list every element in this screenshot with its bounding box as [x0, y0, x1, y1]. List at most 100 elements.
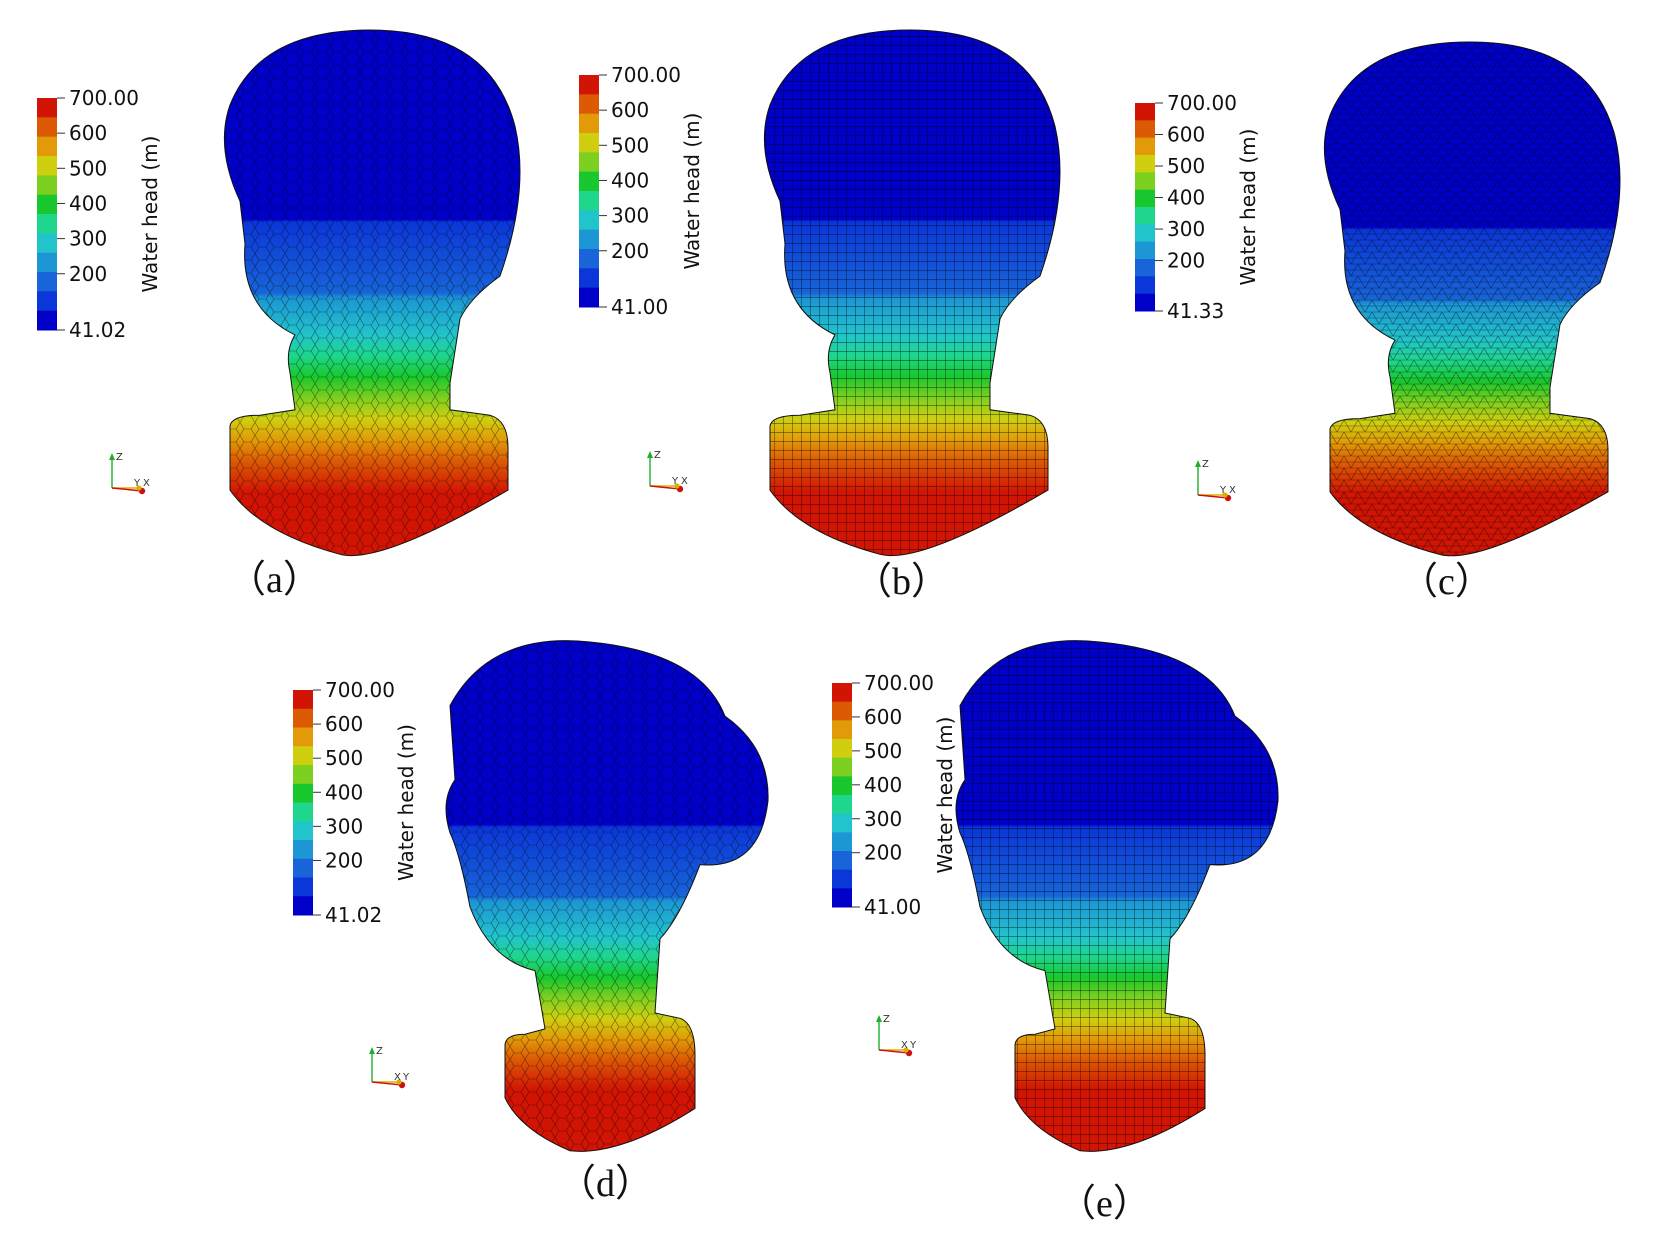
axis-label-z: Z: [1202, 459, 1209, 470]
colorbar-band: [37, 291, 57, 312]
colorbar-tick-label: 400: [611, 168, 649, 192]
colorbar-band: [293, 802, 313, 822]
colorbar-tick-label: 400: [325, 780, 363, 804]
colorbar-b: 700.00 600 500 400 300 200 41.00 Water head (m): [579, 63, 704, 319]
colorbar-band: [1135, 293, 1155, 312]
colorbar-band: [293, 708, 313, 728]
colorbar-band: [293, 783, 313, 803]
colorbar-band: [579, 229, 599, 250]
panel-label-a: （a）: [228, 559, 321, 601]
orientation-axes-b: Z Y X: [647, 450, 688, 493]
colorbar-band: [37, 175, 57, 196]
colorbar-tick-label: 41.00: [611, 295, 668, 319]
colorbar-band: [579, 75, 599, 95]
x-axis: [649, 485, 681, 490]
axis-label-2: Y: [133, 478, 141, 489]
colorbar-band: [579, 113, 599, 134]
mesh-overlay-b: [764, 30, 1060, 556]
colorbar-tick-label: 400: [1167, 186, 1205, 210]
axis-label-2: X: [901, 1040, 908, 1051]
colorbar-tick-label: 500: [611, 133, 649, 157]
colorbar-tick-label: 200: [864, 841, 902, 865]
z-axis-arrow: [109, 453, 115, 460]
colorbar-band: [293, 690, 313, 710]
y-axis-marker: [1222, 492, 1228, 498]
x-axis: [1197, 494, 1229, 499]
colorbar-band: [1135, 120, 1155, 139]
colorbar-band: [37, 310, 57, 331]
colorbar-band: [832, 683, 852, 703]
axis-label-z: Z: [376, 1046, 383, 1057]
colorbar-band: [579, 94, 599, 115]
panel-label-d: （d）: [558, 1163, 654, 1205]
bust-model-e: [955, 640, 1279, 1152]
colorbar-tick-label: 700.00: [1167, 91, 1237, 115]
colorbar-tick-label: 300: [325, 814, 363, 838]
y-axis-marker: [136, 485, 142, 491]
colorbar-band: [37, 194, 57, 215]
colorbar-tick-label: 200: [69, 262, 107, 286]
colorbar-title: Water head (m): [680, 113, 704, 270]
colorbar-tick-label: 700.00: [325, 678, 395, 702]
colorbar-tick-label: 300: [69, 227, 107, 251]
axis-label-3: Y: [402, 1072, 410, 1083]
colorbar-tick-label: 500: [1167, 154, 1205, 178]
bust-model-c: [1323, 41, 1621, 557]
bust-model-b: [763, 29, 1061, 557]
colorbar-tick-label: 700.00: [611, 63, 681, 87]
orientation-axes-d: Z X Y: [369, 1046, 410, 1089]
y-axis-marker: [903, 1047, 909, 1053]
bust-model-d: [445, 640, 769, 1152]
bust-model-a: [223, 29, 521, 557]
axis-label-2: Y: [671, 476, 679, 487]
colorbar-band: [579, 133, 599, 153]
mesh-overlay-c: [1324, 42, 1620, 556]
colorbar-band: [1135, 137, 1155, 156]
colorbar-tick-label: 200: [325, 848, 363, 872]
colorbar-title: Water head (m): [933, 717, 957, 874]
colorbar-band: [293, 746, 313, 766]
y-axis-marker: [674, 483, 680, 489]
x-axis: [878, 1049, 910, 1054]
z-axis-arrow: [647, 451, 653, 458]
mesh-overlay-d: [446, 640, 769, 1152]
colorbar-band: [832, 720, 852, 740]
colorbar-band: [37, 98, 57, 118]
colorbar-band: [832, 832, 852, 852]
colorbar-band: [832, 757, 852, 777]
colorbar-band: [579, 210, 599, 231]
mesh-overlay-e: [956, 640, 1279, 1152]
x-axis: [111, 487, 143, 492]
colorbar-band: [579, 171, 599, 192]
colorbar-tick-label: 500: [325, 746, 363, 770]
colorbar-tick-label: 41.00: [864, 895, 921, 919]
y-axis-marker: [396, 1079, 402, 1085]
colorbar-band: [579, 287, 599, 308]
colorbar-c: 700.00 600 500 400 300 200 41.33 Water head (m): [1135, 91, 1260, 323]
colorbar-tick-label: 41.02: [325, 903, 382, 927]
mesh-overlay-a: [224, 30, 520, 556]
z-axis-arrow: [1195, 460, 1201, 467]
colorbar-a: 700.00 600 500 400 300 200 41.02 Water head (m): [37, 86, 162, 342]
colorbar-band: [832, 888, 852, 908]
panel-label-e: （e）: [1058, 1183, 1151, 1225]
colorbar-band: [832, 795, 852, 815]
colorbar-band: [293, 840, 313, 860]
colorbar-tick-label: 500: [864, 739, 902, 763]
colorbar-band: [1135, 155, 1155, 173]
colorbar-title: Water head (m): [138, 136, 162, 293]
axis-label-2: X: [394, 1072, 401, 1083]
axis-label-z: Z: [883, 1014, 890, 1025]
colorbar-band: [832, 701, 852, 721]
colorbar-band: [293, 821, 313, 841]
colorbar-band: [832, 869, 852, 889]
colorbar-tick-label: 700.00: [69, 86, 139, 110]
axis-label-3: X: [1229, 485, 1236, 496]
colorbar-tick-label: 300: [611, 204, 649, 228]
axis-label-2: Y: [1219, 485, 1227, 496]
panel-label-c: （c）: [1400, 561, 1493, 603]
colorbar-tick-label: 700.00: [864, 671, 934, 695]
colorbar-d: 700.00 600 500 400 300 200 41.02 Water head (m): [293, 678, 418, 927]
colorbar-tick-label: 600: [864, 705, 902, 729]
